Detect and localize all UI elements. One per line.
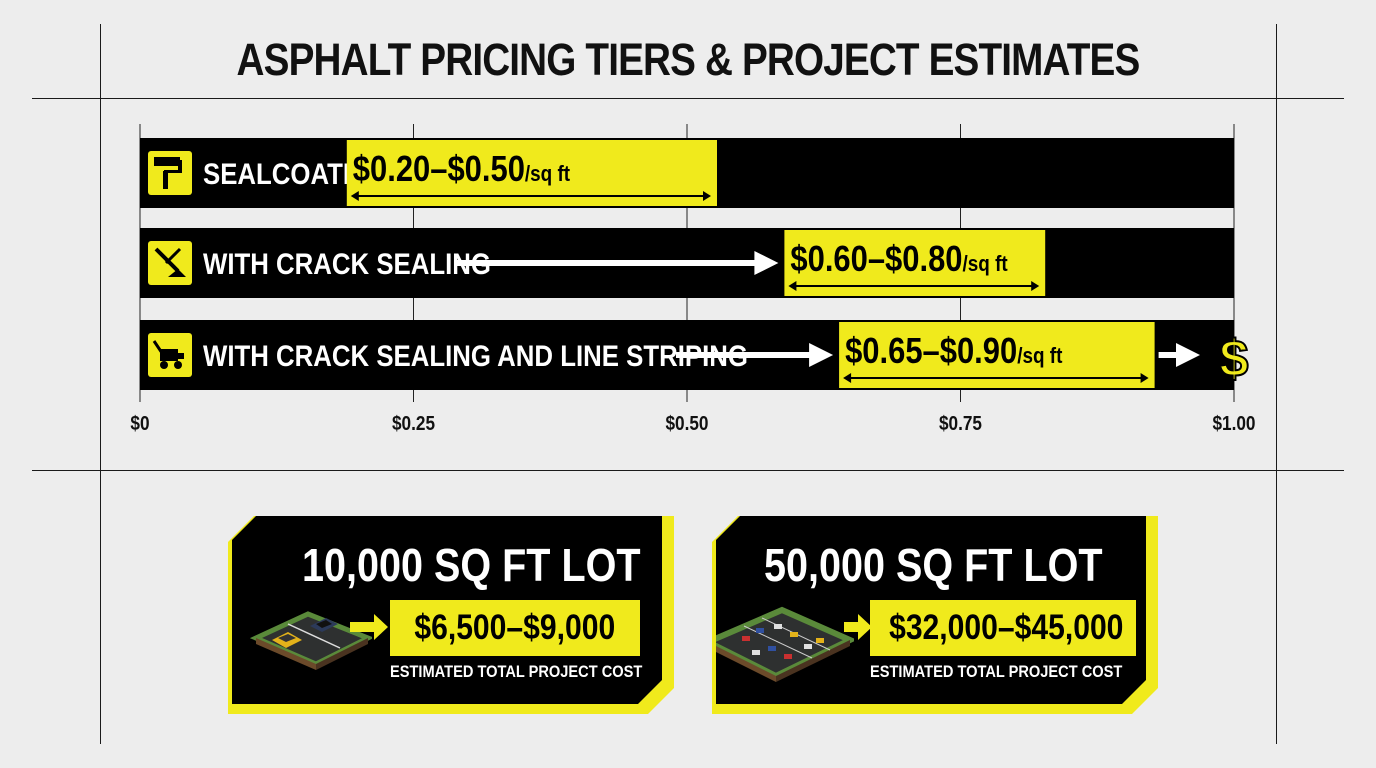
lead-arrow <box>456 251 779 275</box>
range-span-arrow <box>788 281 1040 291</box>
x-tick-label: $0.25 <box>392 412 435 435</box>
paint-roller-icon <box>148 151 192 195</box>
price-range: $0.60–$0.80/sq ft <box>790 240 1007 280</box>
dollar-icon: $ <box>1220 330 1249 388</box>
frame-line-right <box>1276 24 1277 744</box>
price-range: $0.65–$0.90/sq ft <box>845 332 1062 372</box>
lot-title: 10,000 SQ FT LOT <box>302 539 641 591</box>
arrow-icon <box>350 612 390 642</box>
x-tick-label: $0.75 <box>939 412 982 435</box>
cost-range: $32,000–$45,000 <box>870 600 1136 656</box>
x-tick-label: $0 <box>130 412 149 435</box>
small-parking-lot-icon <box>248 594 372 674</box>
frame-line-left <box>100 24 101 744</box>
crack-sealing-icon <box>148 241 192 285</box>
lot-title: 50,000 SQ FT LOT <box>764 539 1103 591</box>
frame-line-middle <box>32 470 1344 471</box>
price-range: $0.20–$0.50/sq ft <box>353 150 570 190</box>
range-span-arrow <box>350 191 711 201</box>
frame-line-top <box>32 98 1344 99</box>
estimate-card-large-lot: 50,000 SQ FT LOT $32,000–$45,000 ESTIMAT… <box>712 516 1158 714</box>
x-tick-label: $1.00 <box>1212 412 1255 435</box>
x-tick-label: $0.50 <box>665 412 708 435</box>
cost-label: ESTIMATED TOTAL PROJECT COST <box>390 662 643 681</box>
cost-label: ESTIMATED TOTAL PROJECT COST <box>870 662 1123 681</box>
line-striper-icon <box>148 333 192 377</box>
arrow-icon <box>844 612 874 642</box>
range-span-arrow <box>843 373 1149 383</box>
estimate-card-small-lot: 10,000 SQ FT LOT $6,500–$9,000 ESTIMATED… <box>228 516 674 714</box>
page-title: ASPHALT PRICING TIERS & PROJECT ESTIMATE… <box>236 34 1141 85</box>
trailing-arrow <box>1158 343 1200 367</box>
large-parking-lot-icon <box>704 590 854 686</box>
cost-range: $6,500–$9,000 <box>390 600 640 656</box>
tier-label: WITH CRACK SEALING AND LINE STRIPING <box>203 339 748 372</box>
tier-label: WITH CRACK SEALING <box>203 247 491 280</box>
lead-arrow <box>676 343 834 367</box>
